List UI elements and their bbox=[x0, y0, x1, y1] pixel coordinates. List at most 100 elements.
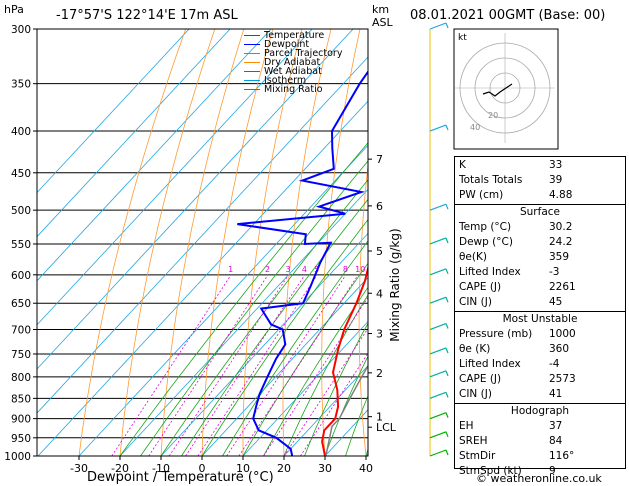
wind-barb-flag bbox=[445, 22, 449, 29]
pressure-tick-label: 900 bbox=[11, 414, 31, 426]
legend-swatch bbox=[244, 71, 260, 72]
index-row: Totals Totals 39 bbox=[455, 174, 625, 189]
index-key: Totals Totals bbox=[459, 174, 523, 186]
mixing-ratio-label: 25 bbox=[417, 265, 427, 274]
indices-panel: K 33 Totals Totals 39 PW (cm) 4.88 Surface Temp… bbox=[454, 156, 626, 477]
wet-adiabat bbox=[242, 262, 368, 456]
mixing-ratio-line bbox=[300, 352, 368, 456]
index-key: Temp (°C) bbox=[459, 221, 512, 233]
index-value: 9 bbox=[549, 465, 556, 477]
index-key: EH bbox=[459, 420, 474, 432]
index-value: 2573 bbox=[549, 373, 576, 385]
height-tick-label: 6 bbox=[376, 200, 383, 213]
isotherm-line bbox=[37, 29, 231, 238]
index-value: 116° bbox=[549, 450, 575, 462]
series-temperature bbox=[321, 264, 368, 456]
hodograph-frame bbox=[453, 28, 559, 150]
height-tick-label: 5 bbox=[376, 245, 383, 258]
index-row: CAPE (J) 2573 bbox=[455, 373, 625, 388]
dry-adiabat bbox=[242, 29, 303, 456]
index-value: 45 bbox=[549, 296, 563, 308]
wind-barb bbox=[429, 203, 447, 211]
index-value: 2261 bbox=[549, 281, 576, 293]
pressure-tick-label: 300 bbox=[11, 24, 31, 36]
pressure-tick-label: 350 bbox=[11, 79, 31, 91]
hodograph-unit: kt bbox=[458, 33, 467, 43]
mixing-ratio-line bbox=[263, 296, 368, 456]
index-key: CIN (J) bbox=[459, 388, 492, 400]
legend-swatch bbox=[244, 80, 260, 81]
pressure-tick-label: 650 bbox=[11, 298, 31, 310]
wet-adiabat bbox=[140, 160, 368, 456]
wind-barb-flag bbox=[445, 268, 449, 275]
wind-barb-flag bbox=[445, 392, 449, 398]
index-key: Lifted Index bbox=[459, 358, 521, 370]
index-value: 24.2 bbox=[549, 236, 573, 248]
x-axis-label: Dewpoint / Temperature (°C) bbox=[87, 470, 274, 485]
mixing-ratio-line bbox=[197, 274, 318, 456]
index-value: 4.88 bbox=[549, 189, 573, 201]
index-key: K bbox=[459, 159, 466, 171]
index-value: 33 bbox=[549, 159, 563, 171]
mixing-ratio-line bbox=[185, 274, 306, 456]
x-tick-label: 20 bbox=[277, 462, 291, 475]
legend-swatch bbox=[244, 35, 260, 36]
index-row: K 33 bbox=[455, 159, 625, 174]
height-tick-label: LCL bbox=[376, 421, 397, 434]
wind-barb bbox=[429, 347, 447, 355]
height-tick-label: 2 bbox=[376, 367, 383, 380]
mixing-ratio-line bbox=[283, 327, 368, 456]
index-value: 360 bbox=[549, 343, 570, 355]
section-divider bbox=[455, 204, 625, 205]
wet-adiabat bbox=[222, 240, 368, 456]
height-tick-label: 4 bbox=[376, 287, 383, 300]
height-unit-asl: ASL bbox=[372, 16, 393, 29]
wind-barb-flag bbox=[445, 431, 449, 438]
copyright: © weatheronline.co.uk bbox=[476, 472, 602, 485]
x-tick-label: 0 bbox=[199, 462, 206, 475]
isotherm-line bbox=[37, 100, 368, 456]
wind-barb bbox=[429, 449, 447, 457]
height-tick-label: 3 bbox=[376, 328, 383, 341]
index-key: PW (cm) bbox=[459, 189, 504, 201]
index-row: PW (cm) 4.88 bbox=[455, 189, 625, 204]
section-title: Surface bbox=[519, 206, 560, 218]
index-row: Lifted Index -4 bbox=[455, 358, 625, 373]
pressure-tick-label: 1000 bbox=[4, 451, 31, 463]
x-tick-label: -10 bbox=[152, 462, 170, 475]
index-value: 30.2 bbox=[549, 221, 573, 233]
pressure-tick-label: 600 bbox=[11, 270, 31, 282]
mixing-ratio-line bbox=[226, 274, 347, 456]
wind-barb-flag bbox=[445, 449, 449, 456]
x-tick-label: 10 bbox=[236, 462, 250, 475]
mixing-ratio-line bbox=[238, 274, 359, 456]
pressure-tick-label: 850 bbox=[11, 393, 31, 405]
wind-barb-flag bbox=[445, 370, 449, 377]
wet-adiabat bbox=[345, 395, 368, 456]
isotherm-line bbox=[201, 276, 368, 456]
pressure-tick-label: 450 bbox=[11, 168, 31, 180]
index-value: -4 bbox=[549, 358, 560, 370]
dry-adiabat bbox=[160, 29, 245, 456]
index-value: 84 bbox=[549, 435, 563, 447]
index-value: 1000 bbox=[549, 328, 576, 340]
x-tick-label: 30 bbox=[318, 462, 332, 475]
wind-barb bbox=[429, 431, 447, 439]
index-row: SREH 84 bbox=[455, 435, 625, 450]
x-tick-label: 40 bbox=[359, 462, 373, 475]
isotherm-line bbox=[37, 29, 190, 194]
index-row: Pressure (mb) 1000 bbox=[455, 328, 625, 343]
index-row: Temp (°C) 30.2 bbox=[455, 221, 625, 236]
mixing-ratio-line bbox=[111, 274, 232, 456]
isotherm-line bbox=[37, 29, 272, 282]
pressure-tick-label: 550 bbox=[11, 239, 31, 251]
mixing-ratio-line bbox=[148, 274, 269, 456]
isotherm-line bbox=[37, 29, 313, 326]
hodograph-trace bbox=[482, 83, 513, 97]
wet-adiabat bbox=[201, 218, 368, 456]
index-row: StmSpd (kt) 9 bbox=[455, 465, 625, 480]
wind-barb-flag bbox=[445, 237, 449, 244]
pressure-tick-label: 500 bbox=[11, 205, 31, 217]
index-key: StmSpd (kt) bbox=[459, 465, 522, 477]
series-dewpoint bbox=[237, 70, 368, 456]
